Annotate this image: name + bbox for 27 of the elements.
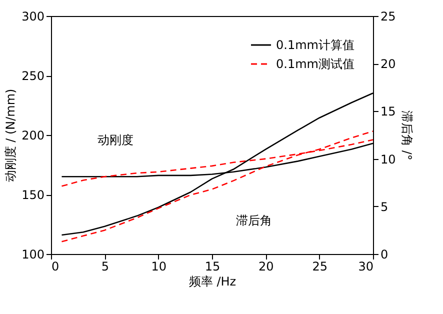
y-tick-label: 100 xyxy=(22,248,44,262)
x-tick-label: 30 xyxy=(358,260,374,274)
annotation: 滞后角 xyxy=(236,214,272,228)
legend-label: 0.1mm测试值 xyxy=(276,57,354,71)
x-tick-label: 25 xyxy=(312,260,328,274)
y-tick-label: 250 xyxy=(22,69,44,83)
line-series xyxy=(61,92,374,236)
y-tick-label: 200 xyxy=(22,128,44,142)
legend-label: 0.1mm计算值 xyxy=(276,38,354,52)
x-tick-label: 0 xyxy=(52,260,60,274)
annotation: 动刚度 xyxy=(97,132,134,147)
y-axis-title: 动刚度 / (N/mm) xyxy=(4,88,18,182)
x-tick-label: 10 xyxy=(151,260,166,274)
line-series xyxy=(61,130,374,242)
x-axis-title: 频率 /Hz xyxy=(188,274,236,288)
x-tick-label: 20 xyxy=(258,260,274,274)
y2-tick-label: 10 xyxy=(380,152,396,166)
y-tick-label: 300 xyxy=(22,10,44,24)
x-tick-label: 5 xyxy=(101,260,109,274)
y2-tick-label: 0 xyxy=(380,248,388,262)
y2-tick-label: 20 xyxy=(380,57,396,72)
y-tick-label: 150 xyxy=(22,188,44,202)
y2-axis-title: 滞后角 /° xyxy=(400,110,414,160)
x-tick-label: 15 xyxy=(204,260,220,274)
y2-tick-label: 25 xyxy=(380,10,396,24)
y2-tick-label: 5 xyxy=(380,200,388,214)
y2-tick-label: 15 xyxy=(380,104,396,119)
